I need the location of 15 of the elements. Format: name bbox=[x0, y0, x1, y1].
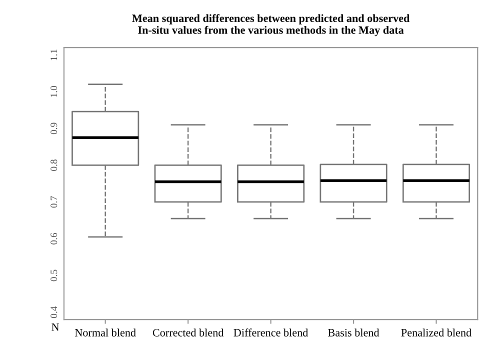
y-tick-label: 0.4 bbox=[50, 306, 58, 318]
y-tick-label: 0.6 bbox=[50, 232, 58, 244]
y-tick-label: 0.8 bbox=[50, 160, 58, 171]
x-tick-label: Difference blend bbox=[234, 328, 308, 336]
chart-title: Mean squared differences between predicted and observed In-situ values from the various methods in the May data bbox=[132, 14, 410, 36]
x-tick-label: Penalized blend bbox=[401, 328, 472, 336]
y-tick-label: 1.0 bbox=[50, 86, 58, 97]
y-tick-label: 0.5 bbox=[50, 270, 58, 282]
y-tick-label: 0.7 bbox=[50, 196, 58, 208]
y-tick-label: 0.9 bbox=[50, 122, 58, 134]
x-tick-label: Basis blend bbox=[328, 328, 380, 336]
text: N bbox=[52, 323, 60, 331]
x-tick-label: Normal blend bbox=[74, 328, 136, 336]
x-tick-label: Corrected blend bbox=[152, 328, 224, 336]
y-tick-label: 1.1 bbox=[50, 49, 58, 60]
